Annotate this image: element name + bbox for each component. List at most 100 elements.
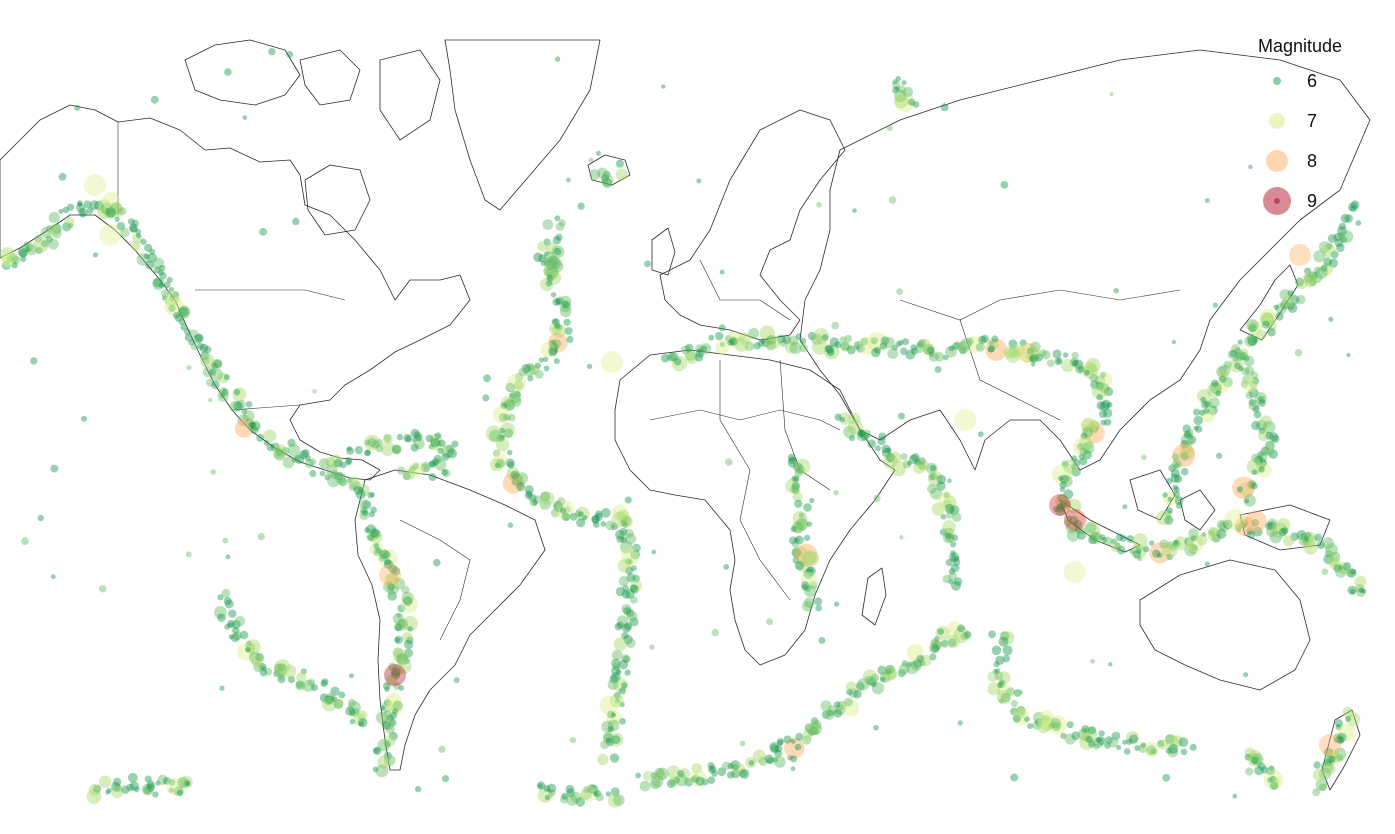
earthquake-marker <box>623 622 633 631</box>
earthquake-marker <box>992 669 999 675</box>
earthquake-marker <box>392 708 399 715</box>
earthquake-marker <box>911 347 919 355</box>
earthquake-marker <box>330 470 339 480</box>
earthquake-marker <box>586 784 597 794</box>
earthquake-marker <box>496 434 505 443</box>
earthquake-marker <box>1257 762 1266 771</box>
earthquake-marker <box>228 634 234 640</box>
earthquake-marker <box>1263 770 1284 790</box>
earthquake-marker <box>927 483 937 494</box>
earthquake-marker <box>409 461 425 477</box>
earthquake-marker <box>880 672 891 683</box>
earthquake-marker <box>564 327 573 335</box>
earthquake-marker <box>1244 498 1250 504</box>
earthquake-marker <box>609 732 624 747</box>
earthquake-marker <box>1120 535 1127 542</box>
earthquake-marker <box>814 597 823 606</box>
earthquake-marker <box>949 505 960 515</box>
earthquake-marker <box>609 674 619 684</box>
earthquake-marker <box>1254 455 1264 465</box>
earthquake-marker <box>1250 371 1259 380</box>
earthquake-marker <box>193 334 203 344</box>
earthquake-marker <box>1113 288 1119 294</box>
earthquake-marker <box>620 536 628 544</box>
earthquake-marker <box>514 391 521 398</box>
earthquake-marker <box>1252 405 1260 413</box>
earthquake-marker <box>995 668 1001 674</box>
earthquake-marker <box>1188 433 1193 439</box>
earthquake-marker <box>1140 742 1147 748</box>
earthquake-marker <box>1065 521 1079 534</box>
earthquake-marker <box>391 566 401 576</box>
earthquake-marker <box>141 783 154 796</box>
earthquake-marker <box>940 513 947 520</box>
earthquake-marker <box>719 341 726 347</box>
earthquake-marker <box>1308 271 1318 281</box>
earthquake-marker <box>570 792 582 803</box>
earthquake-marker <box>1269 776 1280 788</box>
earthquake-marker <box>548 347 558 357</box>
legend-swatch-7 <box>1269 113 1285 129</box>
earthquake-marker <box>630 579 642 592</box>
earthquake-marker <box>506 449 513 456</box>
earthquake-marker <box>621 547 640 566</box>
earthquake-marker <box>1146 745 1157 756</box>
earthquake-marker <box>1019 339 1027 347</box>
earthquake-marker <box>338 691 346 699</box>
earthquake-marker <box>1079 447 1088 456</box>
earthquake-marker <box>877 437 886 446</box>
earthquake-marker <box>1258 466 1265 473</box>
earthquake-marker <box>206 378 215 387</box>
earthquake-marker <box>1350 588 1356 595</box>
earthquake-marker <box>607 794 622 808</box>
earthquake-marker <box>630 549 640 560</box>
earthquake-marker <box>1188 543 1199 554</box>
earthquake-marker <box>1025 347 1041 363</box>
earthquake-marker <box>236 643 254 661</box>
earthquake-marker <box>514 373 523 382</box>
earthquake-marker <box>391 586 399 594</box>
earthquake-marker <box>566 788 575 797</box>
earthquake-marker <box>281 446 290 455</box>
earthquake-marker <box>587 363 593 369</box>
earthquake-marker <box>1342 562 1352 571</box>
earthquake-marker <box>286 51 294 58</box>
earthquake-marker <box>1215 390 1221 397</box>
world-coastlines <box>0 39 1371 791</box>
earthquake-marker <box>1304 267 1312 275</box>
earthquake-marker <box>649 644 655 650</box>
earthquake-marker <box>396 653 409 666</box>
earthquake-marker <box>1055 494 1069 509</box>
earthquake-marker <box>273 663 284 673</box>
earthquake-marker <box>623 634 633 645</box>
earthquake-marker <box>782 335 792 345</box>
earthquake-marker <box>25 247 31 253</box>
earthquake-marker <box>942 574 951 584</box>
earthquake-marker <box>508 413 516 422</box>
earthquake-marker <box>1174 474 1183 483</box>
earthquake-marker <box>384 686 390 692</box>
earthquake-marker <box>1189 743 1197 751</box>
earthquake-marker <box>978 335 987 344</box>
earthquake-marker <box>348 483 357 491</box>
earthquake-marker <box>1000 692 1011 703</box>
earthquake-marker <box>789 536 798 545</box>
earthquake-marker <box>540 277 554 292</box>
earthquake-marker <box>611 522 619 531</box>
earthquake-marker <box>384 754 396 767</box>
earthquake-marker <box>806 566 816 577</box>
earthquake-marker <box>1283 535 1295 547</box>
earthquake-marker <box>1046 359 1055 368</box>
earthquake-marker <box>382 710 391 719</box>
earthquake-marker <box>994 671 1004 681</box>
legend-label-6: 6 <box>1307 71 1317 91</box>
earthquake-marker <box>1057 504 1064 510</box>
earthquake-marker <box>1104 387 1114 397</box>
earthquake-marker <box>794 560 805 571</box>
earthquake-marker <box>953 341 963 351</box>
earthquake-marker <box>873 346 882 354</box>
earthquake-marker <box>542 219 554 231</box>
earthquake-marker <box>788 335 799 346</box>
earthquake-marker <box>237 414 250 427</box>
earthquake-marker <box>783 735 792 744</box>
